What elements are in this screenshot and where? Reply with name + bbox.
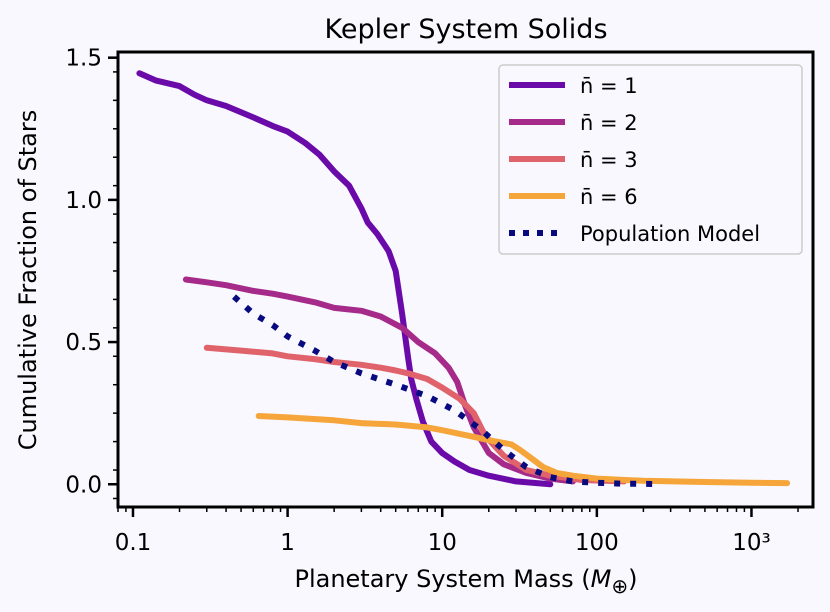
- legend-label-0: n̄ = 1: [580, 74, 638, 98]
- x-axis-label-main: Planetary System Mass (: [294, 565, 590, 593]
- legend-label-4: Population Model: [580, 222, 760, 246]
- legend-label-2: n̄ = 3: [580, 148, 638, 172]
- y-tick-label-0: 0.0: [65, 472, 102, 498]
- series-line-0: [136, 70, 554, 488]
- series-line-3: [255, 413, 791, 487]
- y-axis-label: Cumulative Fraction of Stars: [14, 110, 42, 451]
- series-line-1: [182, 276, 576, 485]
- x-tick-label-2: 10: [428, 530, 457, 556]
- series-layer: [136, 70, 791, 488]
- plot-frame: [116, 50, 815, 509]
- x-tick-label-0: 0.1: [115, 530, 152, 556]
- x-axis-label: Planetary System Mass (M⊕): [294, 565, 637, 598]
- legend-box: [498, 64, 803, 255]
- legend-label-3: n̄ = 6: [580, 185, 638, 209]
- y-tick-label-1: 0.5: [65, 330, 102, 356]
- y-tick-label-2: 1.0: [65, 188, 102, 214]
- legend-label-1: n̄ = 2: [580, 111, 638, 135]
- x-axis-label-close: ): [628, 565, 637, 593]
- x-tick-label-1: 1: [280, 530, 295, 556]
- x-tick-label-4: 10³: [732, 530, 771, 556]
- legend: n̄ = 1 n̄ = 2 n̄ = 3 n̄ = 6 Population Model: [498, 64, 803, 255]
- chart-title: Kepler System Solids: [324, 14, 607, 45]
- x-tick-label-3: 100: [575, 530, 619, 556]
- x-axis-ticks: 0.1 1 10 100 10³: [115, 507, 799, 556]
- y-tick-label-3: 1.5: [65, 46, 102, 72]
- x-axis-label-subscript: ⊕: [611, 574, 628, 598]
- x-axis-label-symbol: M: [591, 565, 612, 593]
